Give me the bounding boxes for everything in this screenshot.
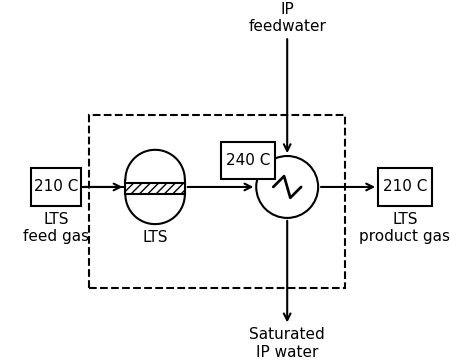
Text: LTS
feed gas: LTS feed gas [23,212,89,244]
Circle shape [256,156,318,218]
Bar [126,183,185,194]
Text: 210 C: 210 C [34,180,78,194]
Polygon shape [126,194,185,224]
Text: LTS
product gas: LTS product gas [359,212,450,244]
Bar [31,168,81,206]
Bar [126,180,185,194]
Bar [221,142,275,179]
Text: 210 C: 210 C [383,180,427,194]
Text: LTS: LTS [142,230,168,245]
Text: 240 C: 240 C [226,153,270,168]
Polygon shape [126,150,185,180]
Bar [378,168,432,206]
Text: IP
feedwater: IP feedwater [248,2,326,34]
Bar [89,115,345,288]
Text: Saturated
IP water: Saturated IP water [249,327,325,360]
